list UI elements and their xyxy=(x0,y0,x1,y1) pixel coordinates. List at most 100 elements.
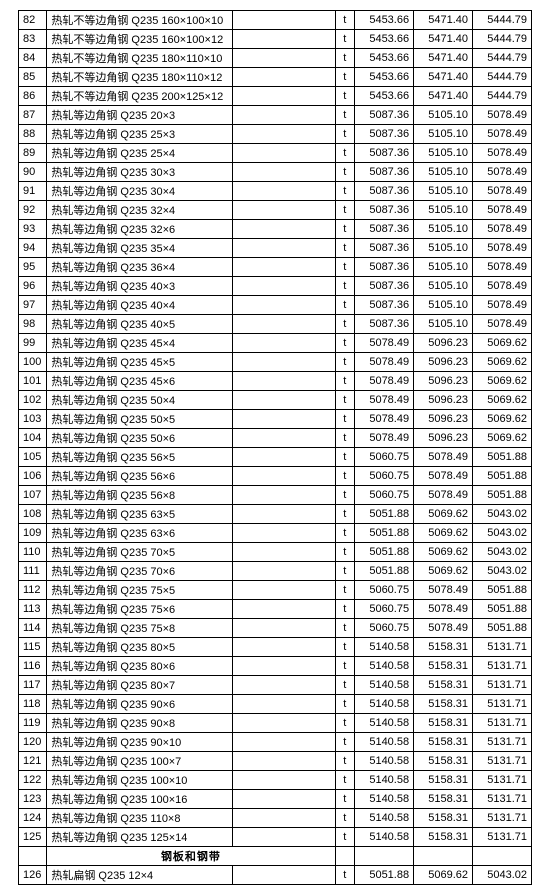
row-desc: 热轧等边角钢 Q235 56×6 xyxy=(47,467,233,486)
row-desc: 热轧等边角钢 Q235 80×6 xyxy=(47,657,233,676)
row-price-3: 5078.49 xyxy=(473,296,532,315)
row-unit: t xyxy=(335,809,355,828)
row-price-2: 5471.40 xyxy=(414,30,473,49)
table-row: 90热轧等边角钢 Q235 30×3t5087.365105.105078.49 xyxy=(19,163,532,182)
row-price-3: 5069.62 xyxy=(473,334,532,353)
table-row: 107热轧等边角钢 Q235 56×8t5060.755078.495051.8… xyxy=(19,486,532,505)
row-price-3: 5069.62 xyxy=(473,353,532,372)
row-desc: 热轧等边角钢 Q235 80×5 xyxy=(47,638,233,657)
table-row: 117热轧等边角钢 Q235 80×7t5140.585158.315131.7… xyxy=(19,676,532,695)
table-row: 91热轧等边角钢 Q235 30×4t5087.365105.105078.49 xyxy=(19,182,532,201)
row-price-2: 5158.31 xyxy=(414,657,473,676)
table-row: 109热轧等边角钢 Q235 63×6t5051.885069.625043.0… xyxy=(19,524,532,543)
row-index: 83 xyxy=(19,30,47,49)
table-row: 92热轧等边角钢 Q235 32×4t5087.365105.105078.49 xyxy=(19,201,532,220)
row-unit: t xyxy=(335,600,355,619)
row-unit: t xyxy=(335,771,355,790)
row-desc: 热轧等边角钢 Q235 63×6 xyxy=(47,524,233,543)
row-desc: 热轧扁钢 Q235 12×4 xyxy=(47,866,233,885)
empty-cell xyxy=(232,771,335,790)
row-price-3: 5043.02 xyxy=(473,524,532,543)
row-price-2: 5158.31 xyxy=(414,752,473,771)
row-price-2: 5471.40 xyxy=(414,68,473,87)
row-desc: 热轧等边角钢 Q235 70×5 xyxy=(47,543,233,562)
row-desc: 热轧等边角钢 Q235 56×8 xyxy=(47,486,233,505)
row-price-1: 5087.36 xyxy=(355,239,414,258)
table-row: 99热轧等边角钢 Q235 45×4t5078.495096.235069.62 xyxy=(19,334,532,353)
row-unit: t xyxy=(335,486,355,505)
row-price-1: 5078.49 xyxy=(355,353,414,372)
row-price-2: 5096.23 xyxy=(414,353,473,372)
row-index: 93 xyxy=(19,220,47,239)
row-price-2: 5096.23 xyxy=(414,429,473,448)
row-index: 94 xyxy=(19,239,47,258)
row-price-3: 5444.79 xyxy=(473,87,532,106)
empty-cell xyxy=(232,429,335,448)
empty-cell xyxy=(232,30,335,49)
row-index: 108 xyxy=(19,505,47,524)
row-price-1: 5140.58 xyxy=(355,657,414,676)
row-price-2: 5105.10 xyxy=(414,201,473,220)
row-price-3: 5131.71 xyxy=(473,733,532,752)
empty-cell xyxy=(232,11,335,30)
row-index: 105 xyxy=(19,448,47,467)
row-price-2: 5096.23 xyxy=(414,334,473,353)
row-desc: 热轧等边角钢 Q235 25×3 xyxy=(47,125,233,144)
row-price-1: 5087.36 xyxy=(355,258,414,277)
row-desc: 热轧等边角钢 Q235 32×4 xyxy=(47,201,233,220)
row-price-3: 5078.49 xyxy=(473,106,532,125)
row-price-1: 5140.58 xyxy=(355,733,414,752)
table-row: 89热轧等边角钢 Q235 25×4t5087.365105.105078.49 xyxy=(19,144,532,163)
row-desc: 热轧等边角钢 Q235 100×16 xyxy=(47,790,233,809)
row-unit: t xyxy=(335,220,355,239)
row-price-2: 5158.31 xyxy=(414,771,473,790)
row-price-2: 5105.10 xyxy=(414,315,473,334)
row-desc: 热轧不等边角钢 Q235 160×100×10 xyxy=(47,11,233,30)
row-unit: t xyxy=(335,391,355,410)
empty-cell xyxy=(232,334,335,353)
empty-cell xyxy=(232,182,335,201)
table-row: 86热轧不等边角钢 Q235 200×125×12t5453.665471.40… xyxy=(19,87,532,106)
row-price-3: 5131.71 xyxy=(473,790,532,809)
row-desc: 热轧不等边角钢 Q235 180×110×10 xyxy=(47,49,233,68)
row-price-3: 5078.49 xyxy=(473,144,532,163)
row-index: 98 xyxy=(19,315,47,334)
row-unit: t xyxy=(335,676,355,695)
row-price-1: 5078.49 xyxy=(355,429,414,448)
row-desc: 热轧等边角钢 Q235 80×7 xyxy=(47,676,233,695)
row-price-3: 5444.79 xyxy=(473,11,532,30)
table-row: 96热轧等边角钢 Q235 40×3t5087.365105.105078.49 xyxy=(19,277,532,296)
row-price-1: 5087.36 xyxy=(355,144,414,163)
row-index: 92 xyxy=(19,201,47,220)
row-price-3: 5051.88 xyxy=(473,619,532,638)
row-index: 123 xyxy=(19,790,47,809)
row-price-1: 5078.49 xyxy=(355,334,414,353)
row-unit: t xyxy=(335,581,355,600)
row-price-1: 5078.49 xyxy=(355,372,414,391)
row-index: 121 xyxy=(19,752,47,771)
table-row: 112热轧等边角钢 Q235 75×5t5060.755078.495051.8… xyxy=(19,581,532,600)
table-row: 83热轧不等边角钢 Q235 160×100×12t5453.665471.40… xyxy=(19,30,532,49)
table-row: 125热轧等边角钢 Q235 125×14t5140.585158.315131… xyxy=(19,828,532,847)
row-price-1: 5087.36 xyxy=(355,277,414,296)
row-unit: t xyxy=(335,68,355,87)
row-index: 111 xyxy=(19,562,47,581)
row-desc: 热轧不等边角钢 Q235 180×110×12 xyxy=(47,68,233,87)
row-index: 122 xyxy=(19,771,47,790)
row-price-1: 5078.49 xyxy=(355,391,414,410)
row-price-3: 5078.49 xyxy=(473,201,532,220)
table-row: 97热轧等边角钢 Q235 40×4t5087.365105.105078.49 xyxy=(19,296,532,315)
row-price-3: 5069.62 xyxy=(473,429,532,448)
empty-cell xyxy=(232,676,335,695)
row-price-1: 5453.66 xyxy=(355,87,414,106)
empty-cell xyxy=(232,600,335,619)
row-desc: 热轧等边角钢 Q235 90×8 xyxy=(47,714,233,733)
row-price-2: 5105.10 xyxy=(414,106,473,125)
row-price-3: 5069.62 xyxy=(473,372,532,391)
row-price-3: 5444.79 xyxy=(473,30,532,49)
row-price-2: 5105.10 xyxy=(414,277,473,296)
empty-cell xyxy=(473,847,532,866)
row-price-1: 5140.58 xyxy=(355,790,414,809)
row-price-3: 5131.71 xyxy=(473,809,532,828)
table-row: 98热轧等边角钢 Q235 40×5t5087.365105.105078.49 xyxy=(19,315,532,334)
